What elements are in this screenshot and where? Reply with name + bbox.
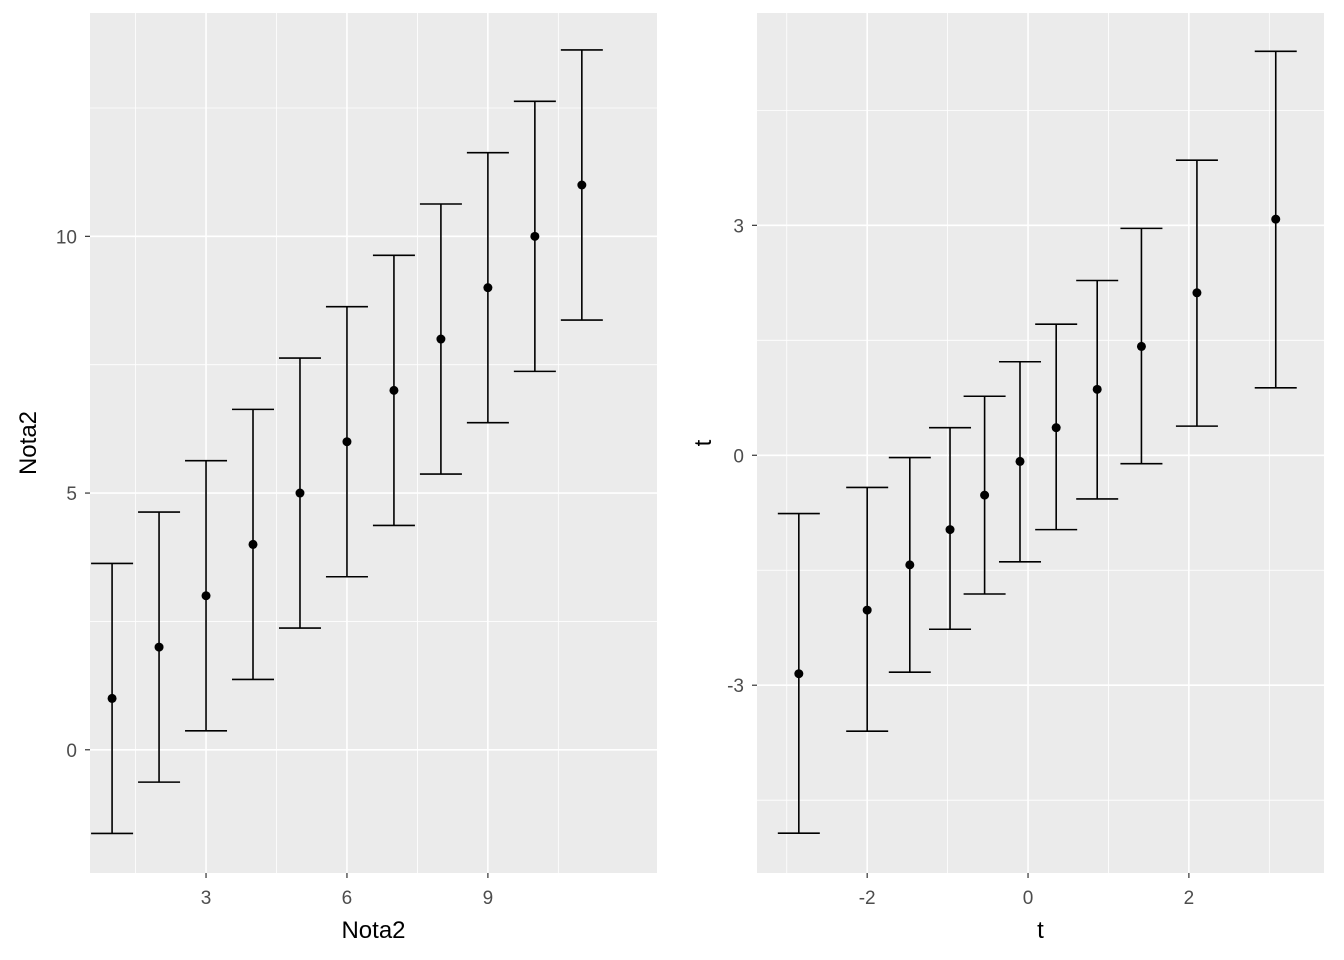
data-point [1192,288,1202,298]
plot-panel-1 [90,13,657,873]
data-point [794,669,804,679]
y-tick-label: 10 [56,227,77,248]
data-point [483,283,493,293]
y-axis-title: Nota2 [15,411,42,475]
y-tick-label: 0 [66,741,77,762]
data-point [1092,384,1102,394]
data-point [862,605,872,615]
x-tick-label: 2 [1184,888,1195,909]
data-point [248,539,258,549]
data-point [436,334,446,344]
data-point [1271,214,1281,224]
x-tick-label: 3 [201,888,212,909]
x-tick-label: -2 [859,888,876,909]
x-axis-title: Nota2 [341,917,405,944]
data-point [530,231,540,241]
y-tick-label: -3 [727,676,744,697]
data-point [154,642,164,652]
data-point [342,437,352,447]
x-tick-label: 0 [1023,888,1034,909]
data-point [980,490,990,500]
x-axis-title: t [1037,917,1044,944]
data-point [107,693,117,703]
data-point [201,591,211,601]
data-point [1136,341,1146,351]
y-axis-title: t [690,439,717,446]
y-tick-label: 5 [66,484,77,505]
data-point [905,560,915,570]
x-tick-label: 9 [483,888,494,909]
plot-panel-2 [757,13,1324,873]
y-tick-label: 0 [733,446,744,467]
x-tick-label: 6 [342,888,353,909]
y-tick-label: 3 [733,216,744,237]
data-point [389,385,399,395]
data-point [945,525,955,535]
data-point [1015,456,1025,466]
data-point [295,488,305,498]
data-point [577,180,587,190]
data-point [1051,423,1061,433]
